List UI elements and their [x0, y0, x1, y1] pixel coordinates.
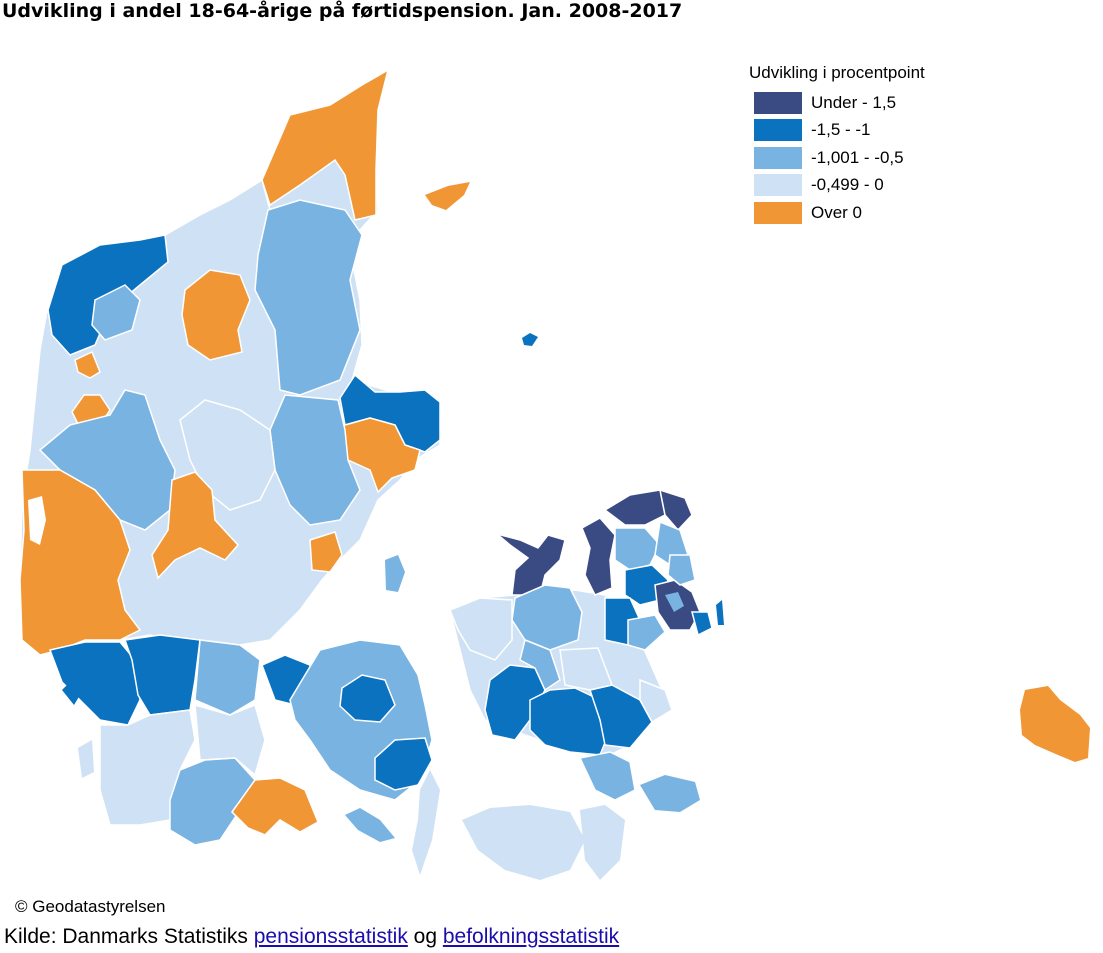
region-stevns-light — [639, 678, 673, 724]
region-frederiksvaerk-navy — [581, 517, 616, 596]
region-syddjurs-orange — [328, 417, 421, 494]
legend-swatch — [754, 174, 802, 197]
region-romo — [78, 740, 94, 778]
befolkningsstatistik-link[interactable]: befolkningsstatistik — [442, 925, 620, 948]
region-gribskov-navy — [603, 489, 666, 526]
region-sorø-medium — [519, 638, 561, 692]
region-lolland-light — [462, 805, 585, 880]
region-kolding-medium — [194, 639, 261, 716]
region-copenhagen-inner-light — [665, 592, 684, 612]
region-mors — [91, 284, 141, 341]
legend-item-1-to-0-5: -1,001 - -0,5 — [749, 144, 999, 172]
region-viborg-orange — [181, 269, 251, 361]
legend-title: Udvikling i procentpoint — [749, 63, 925, 82]
region-langeland-light — [412, 770, 440, 875]
legend-item-1-5-to-1: -1,5 - -1 — [749, 117, 999, 145]
legend-label: Under - 1,5 — [811, 92, 897, 112]
region-odsherred-navy — [496, 533, 566, 596]
legend-label: Over 0 — [811, 202, 863, 222]
region-greve-medium — [627, 614, 666, 651]
region-faxe-dark — [589, 684, 653, 749]
legend-label: -0,499 - 0 — [811, 175, 884, 195]
region-laeso — [425, 182, 470, 210]
region-ringsted-light — [559, 647, 614, 691]
region-esbjerg-dark — [48, 641, 141, 726]
map-title: Udvikling i andel 18-64-årige på førtids… — [2, 0, 683, 22]
legend-item-over-0: Over 0 — [749, 199, 999, 227]
region-mon-medium — [640, 775, 700, 812]
region-bornholm-orange — [1020, 686, 1090, 762]
legend-swatch — [754, 146, 802, 169]
region-hillerod-medium — [614, 527, 661, 571]
region-fjord — [28, 496, 46, 545]
region-amager-dark — [691, 611, 713, 637]
copyright-note: © Geodatastyrelsen — [15, 897, 166, 916]
source-middle: og — [407, 925, 443, 948]
region-aero-medium — [345, 808, 395, 842]
region-nordjylland-orange — [261, 68, 390, 221]
region-helsingor-navy — [659, 488, 693, 532]
source-line: Kilde: Danmarks Statistiks pensionsstati… — [4, 925, 619, 949]
region-falster-light — [580, 805, 625, 880]
region-holbaek-medium — [511, 584, 583, 651]
legend-label: -1,5 - -1 — [811, 120, 871, 140]
region-odder-orange — [309, 531, 343, 573]
legend-swatch — [754, 91, 802, 114]
region-anholt-dark — [522, 333, 538, 346]
region-odense-dark — [339, 674, 396, 723]
region-nyborg-dark — [374, 737, 433, 791]
legend-label: -1,001 - -0,5 — [811, 147, 904, 167]
region-nord-medium — [254, 199, 363, 396]
region-ikast-orange — [151, 471, 240, 580]
region-sonderborg-orange — [231, 777, 319, 836]
region-dragor-dark — [716, 600, 724, 625]
legend-item-under-1-5: Under - 1,5 — [749, 89, 999, 117]
legend: Udvikling i procentpoint Under - 1,5 -1,… — [749, 63, 999, 227]
region-samso-medium — [385, 555, 405, 592]
legend-item-0-5-to-0: -0,499 - 0 — [749, 172, 999, 200]
region-lemvig-orange — [74, 350, 101, 379]
pensionsstatistik-link[interactable]: pensionsstatistik — [253, 925, 408, 948]
region-vordingborg-medium — [578, 751, 636, 801]
region-ringkobing-orange — [19, 469, 142, 656]
region-haderslev-light — [194, 703, 266, 777]
region-kalundborg-light — [449, 597, 513, 661]
legend-swatch — [754, 201, 802, 224]
region-fano — [62, 680, 80, 705]
region-lyngby-medium — [667, 554, 696, 586]
legend-swatch — [754, 119, 802, 142]
source-prefix: Kilde: Danmarks Statistiks — [4, 925, 254, 948]
